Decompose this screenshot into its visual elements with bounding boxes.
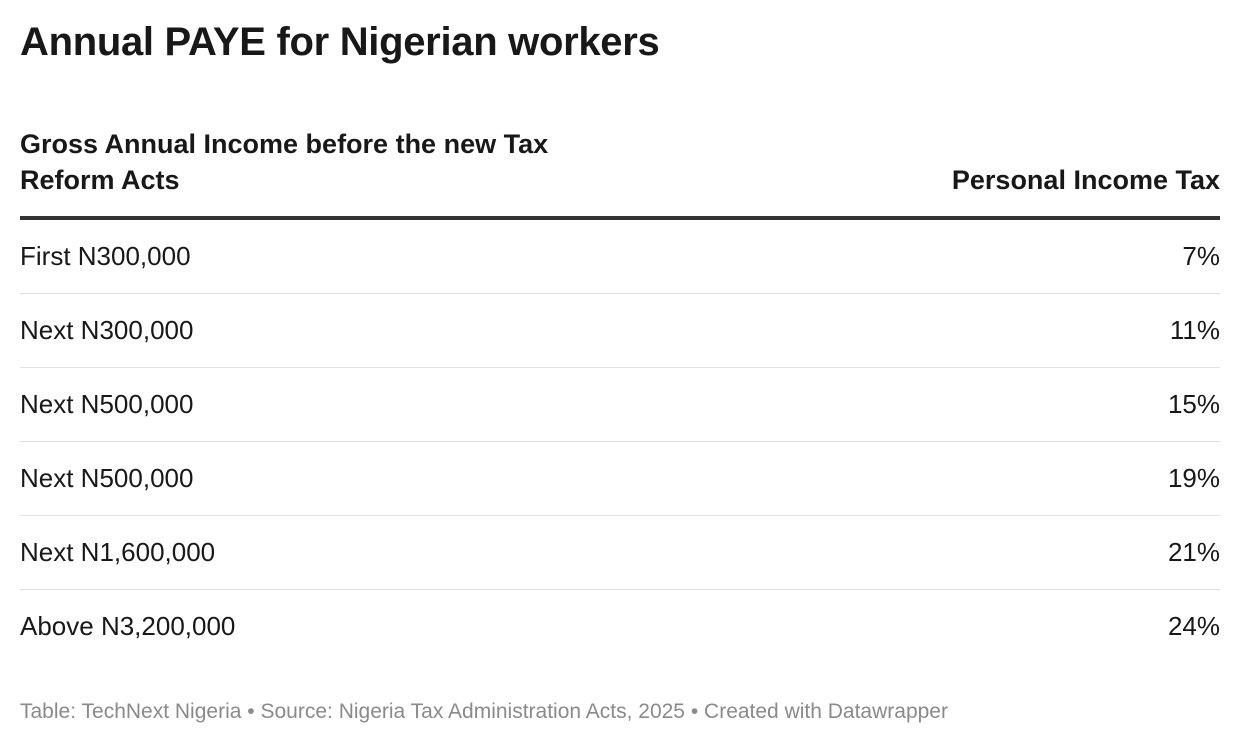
- tax-table: Gross Annual Income before the new Tax R…: [20, 126, 1220, 663]
- income-cell: Next N500,000: [20, 463, 194, 493]
- footer: Table: TechNext Nigeria • Source: Nigeri…: [20, 700, 948, 724]
- table-label: Table:: [20, 700, 77, 723]
- tax-cell: 7%: [1182, 241, 1220, 271]
- tax-cell: 15%: [1167, 389, 1220, 419]
- table-body: First N300,000 7% Next N300,000 11% Next N50…: [20, 220, 1220, 663]
- source-label: Source:: [260, 700, 333, 723]
- column-header-income[interactable]: Gross Annual Income before the new Tax R…: [20, 129, 549, 195]
- datawrapper-link[interactable]: Created with Datawrapper: [704, 700, 948, 723]
- table-header: Gross Annual Income before the new Tax R…: [20, 126, 1220, 220]
- tax-cell: 21%: [1167, 537, 1220, 567]
- chart-title: Annual PAYE for Nigerian workers: [20, 20, 660, 64]
- source-text: Nigeria Tax Administration Acts, 2025: [338, 700, 685, 723]
- income-cell: First N300,000: [20, 241, 191, 271]
- income-cell: Next N500,000: [20, 389, 194, 419]
- table-row: Next N500,000 15%: [20, 368, 1220, 442]
- table-row: Next N300,000 11%: [20, 294, 1220, 368]
- tax-cell: 24%: [1167, 611, 1220, 641]
- income-cell: Above N3,200,000: [20, 611, 236, 641]
- table-row: Next N1,600,000 21%: [20, 516, 1220, 590]
- income-cell: Next N300,000: [20, 315, 194, 345]
- income-cell: Next N1,600,000: [20, 537, 216, 567]
- author-link[interactable]: TechNext Nigeria: [81, 700, 242, 723]
- column-header-tax[interactable]: Personal Income Tax: [951, 165, 1220, 195]
- separator: •: [247, 700, 255, 723]
- table-row: First N300,000 7%: [20, 220, 1220, 294]
- separator: •: [690, 700, 699, 723]
- tax-cell: 11%: [1169, 315, 1220, 345]
- table-row: Next N500,000 19%: [20, 442, 1220, 516]
- tax-cell: 19%: [1167, 463, 1220, 493]
- table-row: Above N3,200,000 24%: [20, 590, 1220, 663]
